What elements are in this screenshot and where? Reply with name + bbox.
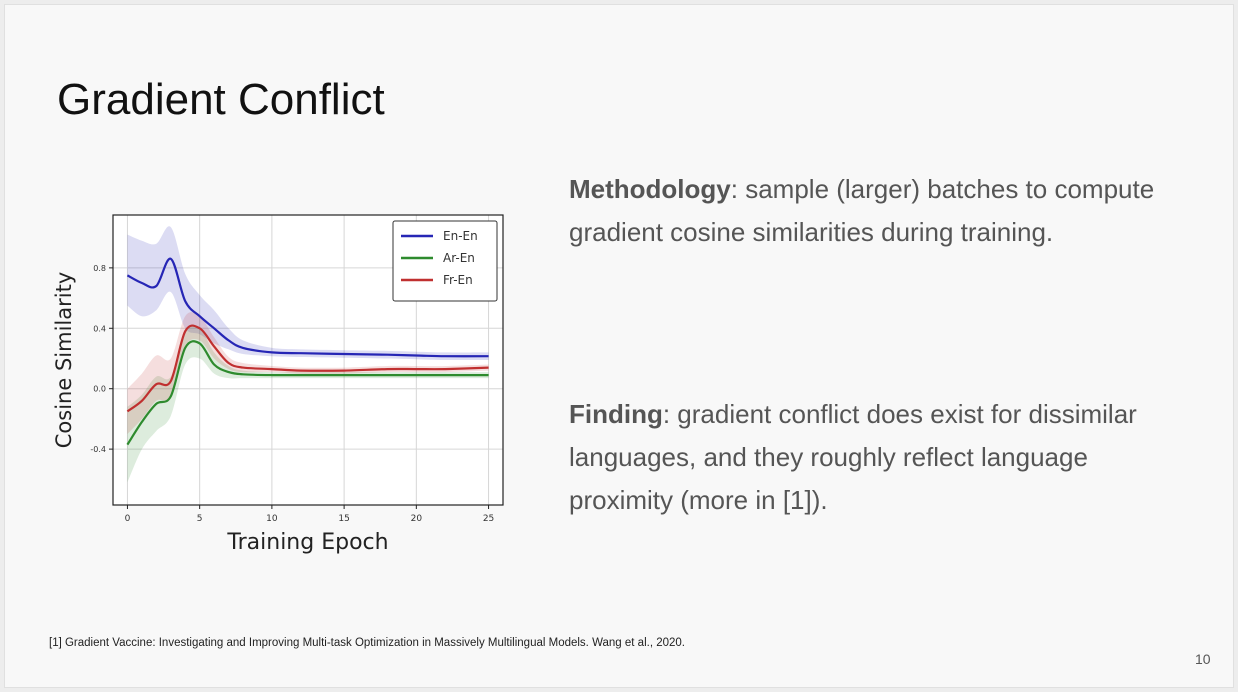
confidence-band-ar-en: [127, 325, 489, 483]
y-axis-label: Cosine Similarity: [52, 272, 76, 448]
page-number: 10: [1195, 651, 1211, 667]
slide-title: Gradient Conflict: [57, 75, 385, 124]
legend-label-fr-en: Fr-En: [443, 273, 473, 287]
methodology-label: Methodology: [569, 174, 731, 204]
y-tick-label: 0.0: [93, 385, 106, 394]
finding-body: : gradient conflict does exist for dissi…: [569, 399, 1137, 515]
x-tick-label: 0: [125, 514, 131, 524]
x-tick-label: 25: [483, 514, 494, 524]
legend-label-en-en: En-En: [443, 229, 478, 243]
plot-frame: [112, 214, 504, 506]
y-tick-label: 0.4: [93, 324, 106, 333]
confidence-band-fr-en: [127, 312, 489, 434]
methodology-text: Methodology: sample (larger) batches to …: [569, 168, 1189, 254]
series-line-ar-en: [126, 340, 489, 446]
y-tick-label: 0.8: [93, 264, 106, 273]
x-axis-label: Training Epoch: [226, 530, 388, 555]
x-tick-label: 15: [338, 514, 349, 524]
series-line-en-en: [126, 257, 489, 358]
confidence-band-en-en: [127, 226, 489, 361]
series-line-fr-en: [126, 324, 489, 413]
legend-label-ar-en: Ar-En: [443, 251, 475, 265]
x-tick-label: 20: [411, 514, 423, 524]
finding-text: Finding: gradient conflict does exist fo…: [569, 393, 1189, 522]
footnote: [1] Gradient Vaccine: Investigating and …: [49, 637, 685, 649]
finding-label: Finding: [569, 399, 663, 429]
methodology-body: : sample (larger) batches to compute gra…: [569, 174, 1155, 247]
x-tick-label: 10: [266, 514, 278, 524]
x-tick-label: 5: [197, 514, 203, 524]
y-tick-label: -0.4: [90, 445, 106, 454]
line-chart: 0 5 10 15 20 25 -0.4 0.0 0.4 0.8 Training Epoch Cos…: [52, 214, 504, 555]
slide: Gradient Conflict 0 5 10 15 20 25 -0.4 0.0 0.4 0.…: [4, 4, 1234, 688]
